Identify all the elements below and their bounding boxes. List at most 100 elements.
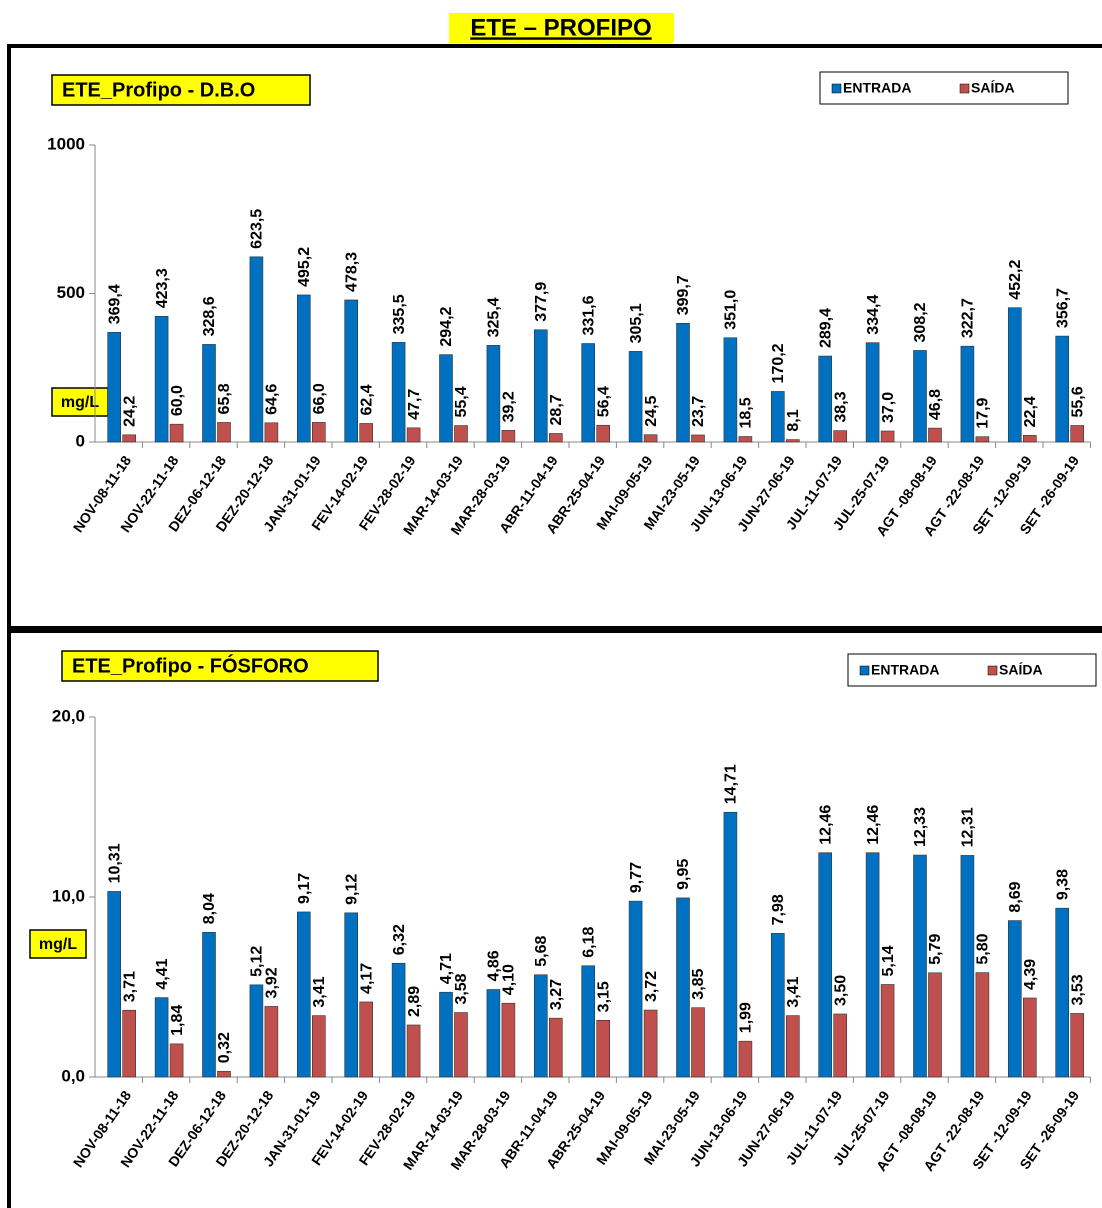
bar [344,912,359,1078]
bar [643,1009,658,1078]
bar [723,337,738,443]
bar [880,984,895,1078]
bar [913,854,927,1078]
data-label: 3,71 [121,971,138,1002]
data-label: 4,41 [154,958,171,989]
data-label: 9,77 [628,862,645,893]
legend-swatch [859,665,870,676]
data-label: 5,68 [533,936,550,967]
bar [676,897,690,1078]
data-label: 18,5 [738,397,755,428]
legend-swatch [959,83,970,94]
bar [928,972,942,1078]
bar [122,434,136,443]
data-label: 3,50 [832,975,849,1006]
legend-label: ENTRADA [843,80,911,96]
bar [928,427,942,443]
bar [217,1070,231,1078]
bar [501,430,516,443]
bar [548,1017,563,1078]
legend-label: ENTRADA [871,662,939,678]
data-label: 10,31 [106,843,123,883]
bar [1070,425,1084,443]
bar [1007,307,1022,443]
bar [975,436,990,443]
data-label: 399,7 [675,275,692,315]
bar [1022,435,1037,443]
bar [202,931,216,1078]
bar [676,322,690,443]
bar [533,329,548,443]
bar [1022,997,1037,1078]
bar [581,343,596,443]
legend-box [847,653,1097,687]
data-label: 6,32 [391,924,408,955]
bar [122,1009,136,1078]
bar [486,345,501,443]
bar [643,434,658,443]
data-label: 325,4 [486,297,503,337]
data-label: 305,1 [628,303,645,343]
bar [217,422,231,443]
bar [818,355,833,443]
data-label: 4,86 [486,950,503,981]
bar [581,965,596,1078]
bar [960,345,975,443]
data-label: 3,72 [643,971,660,1002]
bar [406,1024,421,1078]
bar [691,1007,705,1078]
bar [406,427,421,443]
data-label: 4,39 [1022,959,1039,990]
data-label: 495,2 [296,247,313,287]
data-label: 9,38 [1054,869,1071,900]
y-tick-label: 10,0 [52,886,85,905]
data-label: 8,1 [785,409,802,431]
data-label: 39,2 [501,391,518,422]
chart-title-bg [61,650,379,682]
data-label: 1,99 [738,1002,755,1033]
bar [818,852,833,1078]
data-label: 3,15 [595,981,612,1012]
data-label: 66,0 [311,383,328,414]
bar [865,342,880,443]
bar [1055,335,1069,443]
data-label: 37,0 [880,392,897,423]
data-label: 47,7 [406,389,423,420]
data-label: 335,5 [391,294,408,334]
bar [169,423,184,443]
y-tick-label: 1000 [47,134,85,153]
bar [296,911,311,1078]
data-label: 369,4 [106,284,123,324]
data-label: 4,71 [438,953,455,984]
legend-label: SAÍDA [971,80,1015,96]
bar [785,439,800,443]
data-label: 322,7 [960,298,977,338]
bar [311,422,326,443]
chart-title: ETE_Profipo - D.B.O [62,79,255,101]
bar [880,430,895,443]
data-label: 478,3 [343,252,360,292]
bar [960,855,975,1078]
bar [311,1015,326,1078]
y-tick-label: 0 [76,431,85,450]
bar [359,1001,374,1078]
data-label: 12,46 [865,805,882,845]
page-title-bg [449,13,674,43]
data-label: 334,4 [865,295,882,335]
bar [454,425,468,443]
data-label: 62,4 [358,384,375,415]
bar [785,1015,800,1078]
data-label: 5,80 [975,933,992,964]
legend-label: SAÍDA [999,662,1043,678]
data-label: 308,2 [912,302,929,342]
data-label: 4,10 [501,964,518,995]
legend-swatch [831,83,842,94]
y-label-bg [51,387,109,417]
data-label: 55,4 [453,386,470,417]
bar [296,294,311,443]
y-tick-label: 500 [57,283,85,302]
bar [359,423,374,443]
bar [596,1019,611,1078]
bar [249,984,264,1078]
